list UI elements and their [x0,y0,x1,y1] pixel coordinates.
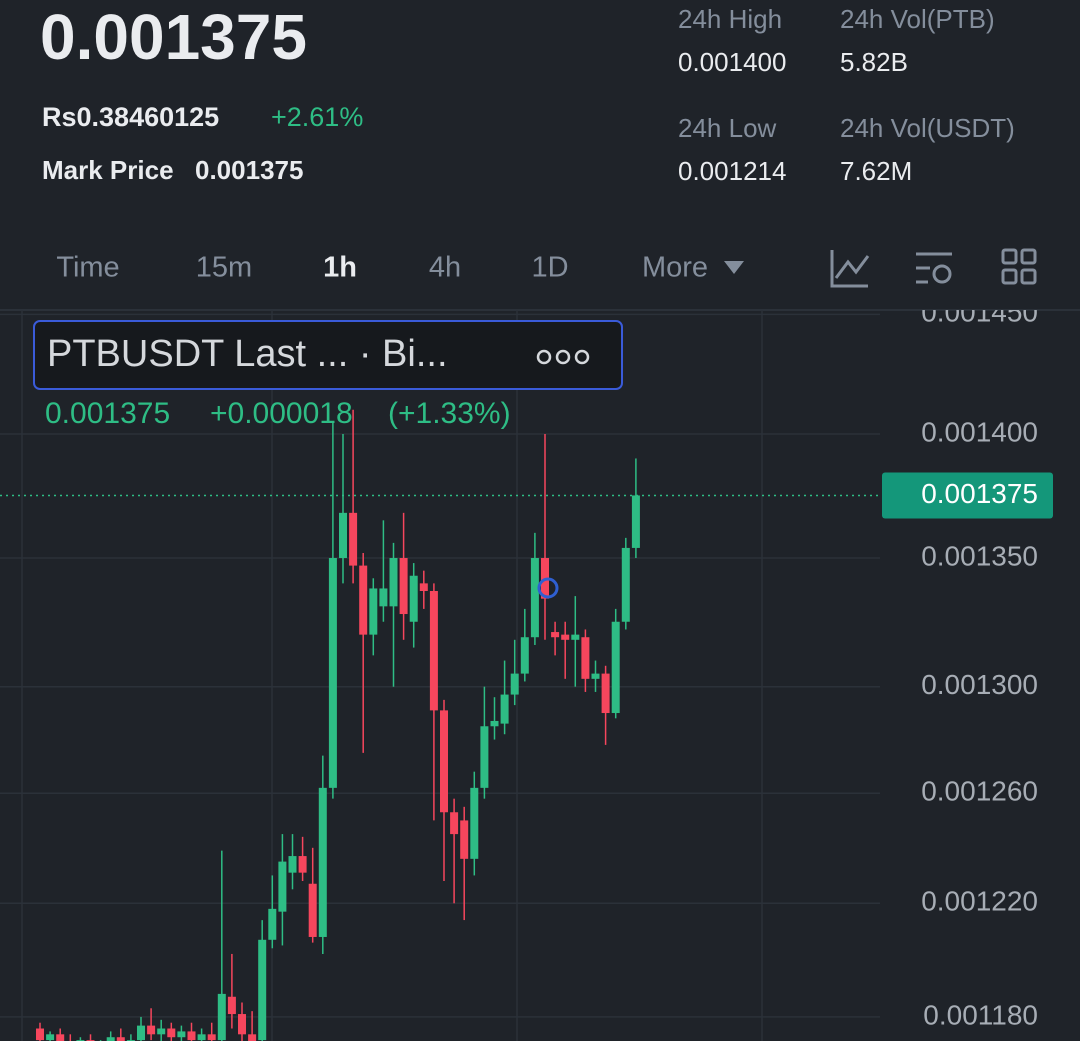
candle-body [298,856,307,873]
candle-body [318,787,327,937]
candle-body [137,1025,145,1041]
overlay: PTBUSDT Last ... · Bi... 0.001375 +0.000… [33,320,1053,599]
candle-body [631,495,640,548]
last-price: 0.001375 [40,1,307,73]
more-icon[interactable] [536,349,590,365]
candle-body [238,1014,246,1035]
candle-body [419,583,428,592]
stat-label: 24h Vol(USDT) [840,113,1015,143]
candle-body [116,1037,125,1041]
mark-price-label: Mark Price [42,155,174,185]
last-price-label: 0.001375 [921,478,1038,509]
candle-body [46,1034,55,1041]
y-tick-label: 0.001450 [921,297,1038,328]
y-tick-label: 0.001260 [921,776,1038,807]
candle-body [187,1031,196,1041]
tab[interactable]: 15m [196,252,252,284]
indicator-icon[interactable] [830,250,870,288]
candle-body [278,861,287,912]
legend-title: PTBUSDT Last ... · Bi... [47,333,448,375]
candle-body [409,575,418,622]
candle-body [611,621,620,714]
candle-body [339,512,347,559]
candle-body [520,637,529,674]
candle-body [217,993,226,1041]
tab[interactable]: 4h [429,252,461,284]
candle-body [470,787,479,859]
y-tick-label: 0.001300 [921,669,1038,700]
layout-icon[interactable] [1001,248,1037,285]
y-tick-label: 0.001220 [921,886,1038,917]
y-tick-label: 0.001350 [921,540,1038,571]
tab-active[interactable]: 1h [323,252,357,284]
stat-label: 24h High [678,4,782,34]
candle-body [551,632,560,638]
readout-close: 0.001375 [45,397,170,430]
readout-change: +0.000018 [210,397,353,430]
candle-body [480,726,489,788]
candle-body [288,856,297,873]
candle-body [561,634,570,640]
fiat-price: Rs0.38460125 [42,102,219,132]
dropdown-arrow [724,261,744,274]
candle-body [399,558,408,615]
stat-value: 0.001214 [678,156,786,186]
candle-body [450,812,459,835]
candle-body [248,1034,257,1041]
candle-body [167,1028,176,1038]
vertical-grid [21,310,763,1041]
stat-label: 24h Low [678,113,777,143]
candle-body [328,558,337,788]
candle-body [500,694,509,724]
candle-body [56,1034,65,1041]
candle-body [571,634,580,640]
candle-body [36,1028,44,1041]
candle-body [157,1028,166,1035]
y-tick-label: 0.001180 [923,999,1038,1030]
candle-body [106,1037,115,1041]
candle-body [389,558,398,607]
tab[interactable]: 1D [531,252,568,284]
candle-body [379,588,388,607]
stat-label: 24h Vol(PTB) [840,4,995,34]
candle-body [349,512,358,566]
price-change: +2.61% [271,102,363,132]
candle-body [510,673,519,695]
candle-body [359,565,368,635]
candle-body [258,939,267,1041]
candle-body [369,588,378,635]
stat-value: 0.001400 [678,47,786,77]
mark-price: 0.001375 [195,155,303,185]
settings-icon[interactable] [916,252,952,284]
candle-body [581,637,590,679]
stat-value: 7.62M [840,156,912,186]
candle-body [601,673,610,714]
crosshair-dot [537,577,559,599]
candle-body [530,558,539,638]
chart: 0.001450 0.001400 0.001350 0.001300 0.001260… [0,297,1038,1041]
candle-body [177,1031,186,1038]
candle-body [268,908,277,940]
readout-change-pct: (+1.33%) [388,397,511,430]
last-price-tag [882,472,1053,519]
legend-box[interactable] [33,320,623,390]
candle-body [207,1034,216,1041]
tab-more[interactable]: More [642,252,708,284]
tab[interactable]: Time [56,252,119,284]
candle-body [440,710,448,813]
candle-body [621,547,630,622]
candle-body [460,820,469,859]
candle-body [147,1025,156,1035]
candle-body [227,996,236,1015]
candle-body [308,883,317,937]
candle-body [490,720,499,727]
candle-body [197,1034,206,1041]
candle-body [429,591,438,711]
y-tick-label: 0.001400 [921,416,1038,447]
stat-value: 5.82B [840,47,908,77]
candle-body [591,673,600,679]
